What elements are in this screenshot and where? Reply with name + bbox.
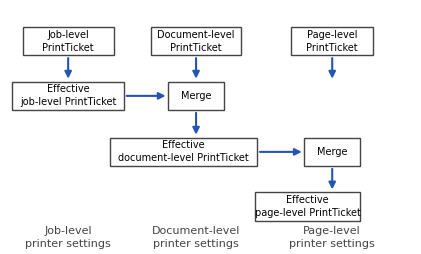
Text: Document-level
printer settings: Document-level printer settings	[152, 226, 240, 249]
Text: Document-level
PrintTicket: Document-level PrintTicket	[157, 30, 235, 53]
FancyBboxPatch shape	[304, 138, 360, 166]
FancyBboxPatch shape	[13, 82, 124, 110]
FancyBboxPatch shape	[255, 192, 360, 221]
Text: Job-level
printer settings: Job-level printer settings	[25, 226, 111, 249]
Text: Effective
document-level PrintTicket: Effective document-level PrintTicket	[118, 140, 249, 163]
Text: Merge: Merge	[181, 91, 211, 101]
Text: Merge: Merge	[317, 147, 347, 157]
FancyBboxPatch shape	[151, 27, 242, 55]
FancyBboxPatch shape	[168, 82, 224, 110]
FancyBboxPatch shape	[291, 27, 373, 55]
Text: Page-level
PrintTicket: Page-level PrintTicket	[306, 30, 358, 53]
Text: Effective
page-level PrintTicket: Effective page-level PrintTicket	[255, 195, 360, 218]
Text: Page-level
printer settings: Page-level printer settings	[289, 226, 375, 249]
Text: Job-level
PrintTicket: Job-level PrintTicket	[43, 30, 94, 53]
FancyBboxPatch shape	[23, 27, 114, 55]
FancyBboxPatch shape	[110, 138, 257, 166]
Text: Effective
job-level PrintTicket: Effective job-level PrintTicket	[20, 85, 116, 107]
